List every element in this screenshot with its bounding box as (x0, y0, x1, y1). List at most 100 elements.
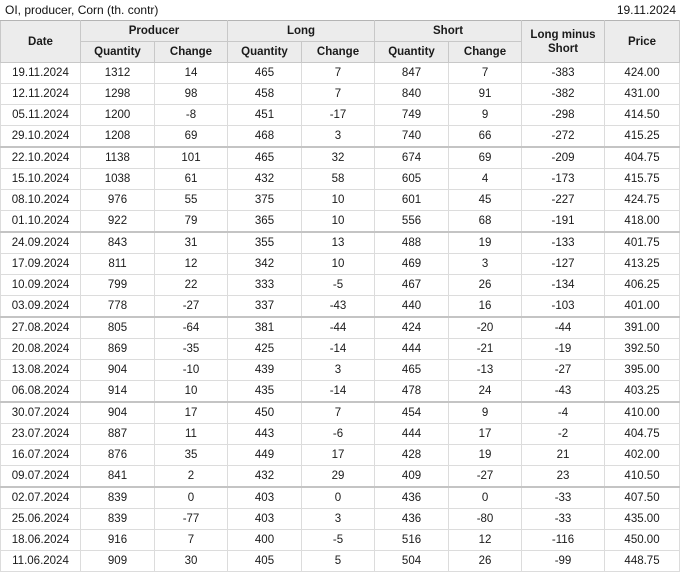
cell-short-quantity: 444 (374, 338, 450, 360)
table-row[interactable]: 13.08.2024 904 -10 439 3 465 -13 -27 395.00 (0, 359, 680, 381)
table-row[interactable]: 24.09.2024 843 31 355 13 488 19 -133 401.75 (0, 231, 680, 254)
cell-producer-change: 2 (154, 465, 228, 488)
col-short-quantity[interactable]: Quantity (374, 41, 450, 63)
table-row[interactable]: 16.07.2024 876 35 449 17 428 19 21 402.00 (0, 444, 680, 466)
cell-long-quantity: 403 (227, 508, 302, 530)
cell-short-quantity: 436 (374, 486, 450, 509)
cell-date: 11.06.2024 (0, 550, 81, 572)
table-row[interactable]: 17.09.2024 811 12 342 10 469 3 -127 413.25 (0, 253, 680, 275)
table-row[interactable]: 25.06.2024 839 -77 403 3 436 -80 -33 435.00 (0, 508, 680, 530)
cell-long-quantity: 425 (227, 338, 302, 360)
cell-price: 415.75 (604, 168, 680, 190)
cell-producer-change: -8 (154, 104, 228, 126)
cell-long-minus-short: 23 (521, 465, 606, 488)
cell-long-quantity: 450 (227, 401, 302, 424)
cell-long-quantity: 465 (227, 146, 302, 169)
table-row[interactable]: 11.06.2024 909 30 405 5 504 26 -99 448.75 (0, 550, 680, 572)
table-row[interactable]: 06.08.2024 914 10 435 -14 478 24 -43 403.25 (0, 380, 680, 403)
cell-producer-change: -10 (154, 359, 228, 381)
cell-date: 03.09.2024 (0, 295, 81, 318)
table-row[interactable]: 01.10.2024 922 79 365 10 556 68 -191 418.00 (0, 210, 680, 233)
cell-date: 08.10.2024 (0, 189, 81, 211)
cell-short-quantity: 840 (374, 83, 450, 105)
cell-producer-quantity: 778 (80, 295, 155, 318)
cell-price: 414.50 (604, 104, 680, 126)
table-row[interactable]: 29.10.2024 1208 69 468 3 740 66 -272 415.25 (0, 125, 680, 148)
cell-price: 402.00 (604, 444, 680, 466)
cell-long-quantity: 465 (227, 62, 302, 84)
cell-long-quantity: 342 (227, 253, 302, 275)
table-row[interactable]: 02.07.2024 839 0 403 0 436 0 -33 407.50 (0, 486, 680, 509)
cell-long-change: 10 (300, 253, 376, 275)
cell-price: 418.00 (604, 210, 680, 233)
table-row[interactable]: 03.09.2024 778 -27 337 -43 440 16 -103 401.00 (0, 295, 680, 318)
table-row[interactable]: 22.10.2024 1138 101 465 32 674 69 -209 404.75 (0, 146, 680, 169)
cell-date: 09.07.2024 (0, 465, 81, 488)
cell-short-change: 9 (448, 401, 523, 424)
col-group-producer[interactable]: Producer (80, 20, 228, 42)
table-header-group-row: Date Producer Long Short Long minus Short Pri… (0, 20, 680, 63)
cell-long-minus-short: -298 (521, 104, 606, 126)
table-row[interactable]: 08.10.2024 976 55 375 10 601 45 -227 424.75 (0, 189, 680, 211)
cell-long-quantity: 405 (227, 550, 302, 572)
table-row[interactable]: 30.07.2024 904 17 450 7 454 9 -4 410.00 (0, 401, 680, 424)
cell-price: 403.25 (604, 380, 680, 403)
table-row[interactable]: 27.08.2024 805 -64 381 -44 424 -20 -44 391.00 (0, 316, 680, 339)
col-group-short[interactable]: Short (374, 20, 523, 42)
cell-price: 410.50 (604, 465, 680, 488)
cell-short-change: 9 (448, 104, 523, 126)
col-long-quantity[interactable]: Quantity (227, 41, 302, 63)
col-producer-change[interactable]: Change (154, 41, 228, 63)
cell-date: 18.06.2024 (0, 529, 81, 551)
open-interest-table: Date Producer Long Short Long minus Short Pri… (0, 20, 680, 572)
col-short-change[interactable]: Change (448, 41, 523, 63)
table-row[interactable]: 05.11.2024 1200 -8 451 -17 749 9 -298 414.50 (0, 104, 680, 126)
cell-short-quantity: 465 (374, 359, 450, 381)
cell-short-quantity: 516 (374, 529, 450, 551)
cell-short-change: -27 (448, 465, 523, 488)
cell-short-change: 16 (448, 295, 523, 318)
col-producer-quantity[interactable]: Quantity (80, 41, 155, 63)
cell-short-quantity: 428 (374, 444, 450, 466)
cell-date: 15.10.2024 (0, 168, 81, 190)
cell-long-quantity: 443 (227, 423, 302, 445)
table-row[interactable]: 18.06.2024 916 7 400 -5 516 12 -116 450.00 (0, 529, 680, 551)
cell-short-change: 26 (448, 274, 523, 296)
col-group-long[interactable]: Long (226, 20, 376, 42)
cell-producer-change: 0 (154, 486, 228, 509)
cell-date: 20.08.2024 (0, 338, 81, 360)
cell-producer-quantity: 887 (80, 423, 155, 445)
cell-long-change: -6 (300, 423, 376, 445)
cell-long-change: 3 (300, 508, 376, 530)
table-row[interactable]: 10.09.2024 799 22 333 -5 467 26 -134 406.25 (0, 274, 680, 296)
cell-long-quantity: 458 (227, 83, 302, 105)
cell-long-quantity: 381 (227, 316, 302, 339)
cell-short-change: 7 (448, 62, 523, 84)
cell-long-minus-short: -383 (521, 62, 606, 84)
cell-short-change: 24 (448, 380, 523, 403)
cell-long-minus-short: -2 (521, 423, 606, 445)
table-row[interactable]: 20.08.2024 869 -35 425 -14 444 -21 -19 392.50 (0, 338, 680, 360)
cell-long-quantity: 365 (227, 210, 302, 233)
cell-price: 424.00 (604, 62, 680, 84)
cell-date: 22.10.2024 (0, 146, 81, 169)
cell-price: 415.25 (604, 125, 680, 148)
table-row[interactable]: 12.11.2024 1298 98 458 7 840 91 -382 431.00 (0, 83, 680, 105)
col-price[interactable]: Price (604, 20, 680, 63)
cell-date: 30.07.2024 (0, 401, 81, 424)
cell-producer-change: -27 (154, 295, 228, 318)
cell-price: 401.75 (604, 231, 680, 254)
table-row[interactable]: 23.07.2024 887 11 443 -6 444 17 -2 404.75 (0, 423, 680, 445)
cell-producer-change: 17 (154, 401, 228, 424)
table-row[interactable]: 15.10.2024 1038 61 432 58 605 4 -173 415.75 (0, 168, 680, 190)
cell-price: 404.75 (604, 423, 680, 445)
cell-short-change: -80 (448, 508, 523, 530)
cell-long-change: -14 (300, 338, 376, 360)
table-row[interactable]: 19.11.2024 1312 14 465 7 847 7 -383 424.00 (0, 62, 680, 84)
col-long-change[interactable]: Change (300, 41, 376, 63)
cell-short-quantity: 424 (374, 316, 450, 339)
col-date[interactable]: Date (0, 20, 81, 63)
table-row[interactable]: 09.07.2024 841 2 432 29 409 -27 23 410.50 (0, 465, 680, 488)
cell-producer-change: -35 (154, 338, 228, 360)
col-long-minus-short[interactable]: Long minus Short (521, 20, 606, 63)
